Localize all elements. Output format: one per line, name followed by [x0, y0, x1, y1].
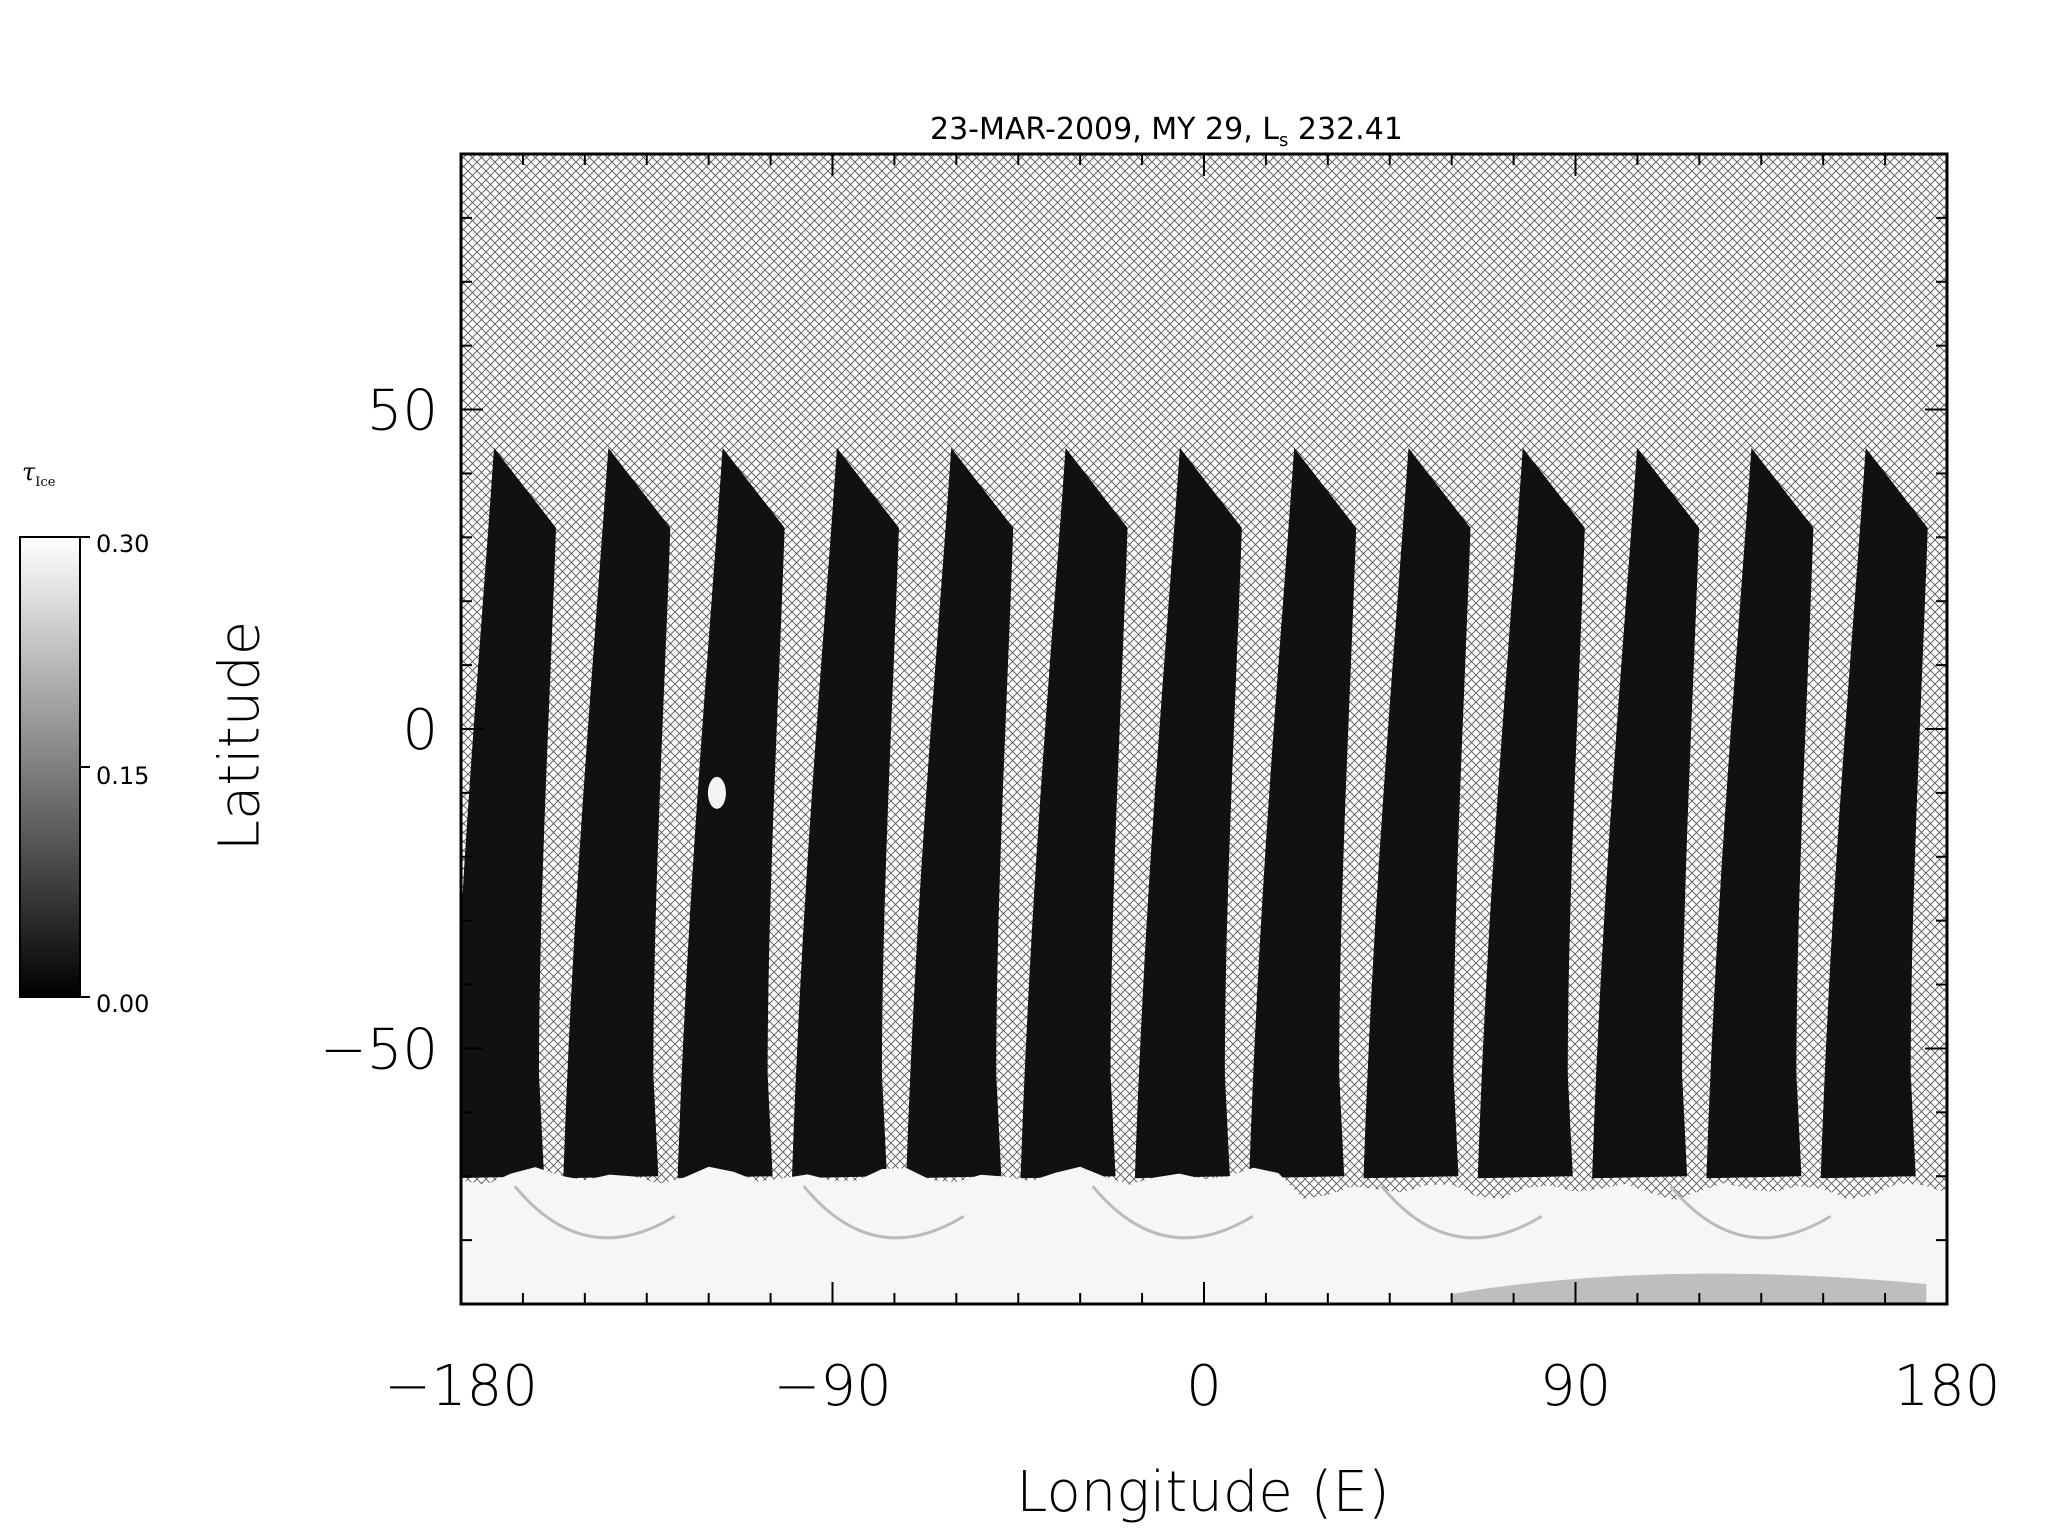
colorbar	[19, 536, 81, 998]
cap-arc-0	[513, 1185, 676, 1240]
ice-cloud-spot	[707, 776, 726, 809]
y-tick-label: 0	[402, 698, 438, 763]
plot-area	[461, 154, 1947, 1304]
orbit-swath-11	[1592, 447, 1700, 1179]
orbit-swath-10	[1477, 447, 1585, 1179]
orbit-swath-1	[461, 447, 557, 1178]
x-axis-label: Longitude (E)	[1016, 1460, 1390, 1525]
orbit-swath-7	[1134, 447, 1242, 1179]
orbit-swath-4	[791, 447, 899, 1179]
y-tick-label: −50	[320, 1017, 438, 1082]
cap-arc-2	[1091, 1185, 1254, 1240]
colorbar-label: τIce	[22, 458, 56, 490]
colorbar-tick-mid: 0.15	[96, 762, 150, 790]
orbit-swath-12	[1706, 447, 1814, 1179]
cap-texture	[1451, 1273, 1927, 1304]
x-tick-label: 90	[1540, 1354, 1611, 1419]
cap-arc-4	[1669, 1185, 1832, 1240]
cap-arc-1	[802, 1185, 965, 1240]
orbit-swath-9	[1363, 447, 1471, 1179]
x-tick-label: −90	[773, 1354, 891, 1419]
orbit-swath-13	[1820, 447, 1928, 1179]
orbit-swath-5	[906, 447, 1014, 1179]
orbit-swath-2	[563, 447, 671, 1179]
colorbar-tick-min: 0.00	[96, 990, 150, 1018]
chart-title: 23-MAR-2009, MY 29, Ls 232.41	[930, 112, 1403, 151]
colorbar-tick-max: 0.30	[96, 530, 150, 558]
orbit-swath-3	[677, 447, 785, 1179]
cap-arc-3	[1380, 1185, 1543, 1240]
x-tick-label: 0	[1186, 1354, 1222, 1419]
x-tick-label: −180	[384, 1354, 538, 1419]
orbit-swath-8	[1249, 447, 1357, 1179]
orbit-swath-6	[1020, 447, 1128, 1179]
y-tick-label: 50	[367, 379, 438, 444]
x-tick-label: 180	[1894, 1354, 2001, 1419]
